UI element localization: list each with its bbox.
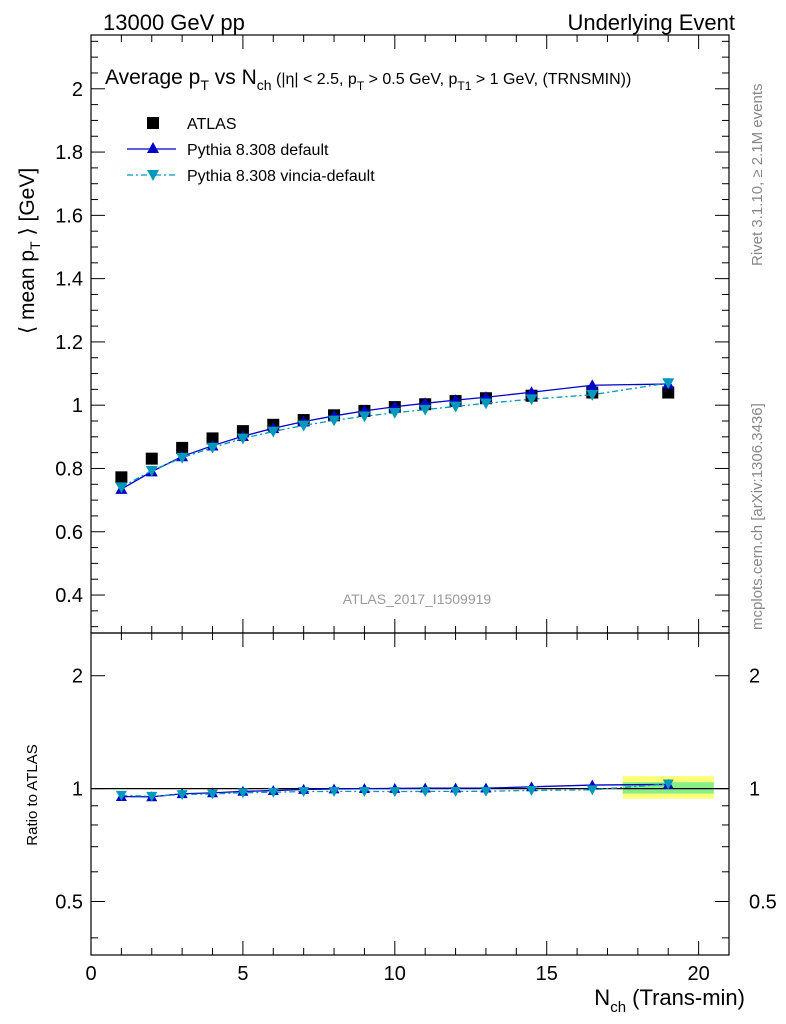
ratio-y-tick-label-left: 1 [72,779,83,801]
ratio-y-tick-label-left: 2 [72,666,83,688]
mcplots-label: mcplots.cern.ch [arXiv:1306.3436] [749,403,766,630]
ratio-vincia-point [586,785,598,796]
pythia-vincia-point [388,407,401,419]
chart-title: Average pT vs Nch (|η| < 2.5, pT > 0.5 G… [105,66,631,93]
pythia-vincia-point [358,411,371,423]
main-axis-ticks [90,35,730,633]
pythia-vincia-point [525,394,538,406]
ratio-x-tick-label: 0 [85,963,96,985]
ratio-x-tick-label: 5 [237,963,248,985]
main-y-tick-labels: 0.4 0.6 0.8 1 1.2 1.4 1.6 1.8 2 [55,79,83,607]
ratio-y-tick-labels: 0.5 0.5 1 1 2 2 [55,666,777,914]
ratio-panel: 0.5 0.5 1 1 2 2 0 5 10 15 20 Ratio to ATLAS Nch (… [24,632,777,1016]
legend: ATLAS Pythia 8.308 default Pythia 8.308 … [127,116,375,185]
ratio-vincia-point [115,790,127,801]
pythia-vincia-point [236,433,249,445]
pythia-vincia-point [206,442,219,454]
main-y-tick-label: 2 [72,79,83,101]
pythia-vincia-point [479,398,492,410]
ratio-default-line [121,783,669,798]
ratio-vincia-point [389,787,401,798]
main-panel: 0.4 0.6 0.8 1 1.2 1.4 1.6 1.8 2 ATLAS_2017_I1509… [16,34,730,634]
main-y-tick-label: 1.4 [55,269,83,291]
ratio-vincia-point [237,788,249,799]
main-y-axis-title: ⟨ mean pT ⟩ [GeV] [16,168,43,334]
legend-default-marker [147,142,159,153]
pythia-vincia-point [297,420,310,432]
ratio-vincia-point [298,787,310,798]
pythia-vincia-point [176,452,189,464]
legend-vincia-marker [147,170,159,181]
ratio-vincia-point [207,789,219,800]
pythia-default-point [586,379,599,391]
x-axis-title: Nch (Trans-min) [594,985,745,1016]
ratio-vincia-line [121,783,669,797]
ratio-x-tick-label: 15 [536,963,558,985]
main-data-marks [115,377,675,494]
main-y-tick-label: 0.4 [55,585,83,607]
pythia-vincia-point [267,426,280,438]
header-right: Underlying Event [567,10,735,35]
ratio-x-tick-label: 20 [687,963,709,985]
ratio-vincia-point [419,787,431,797]
pythia-vincia-point [115,482,128,494]
atlas-point [662,386,675,399]
atlas-point [176,441,189,454]
legend-vincia-label: Pythia 8.308 vincia-default [187,168,375,185]
ratio-vincia-point [146,791,158,802]
atlas-point [115,471,128,484]
ratio-vincia-point [450,787,462,797]
ratio-y-tick-label-left: 0.5 [55,891,83,913]
ratio-y-axis-title: Ratio to ATLAS [24,744,41,845]
pythia-vincia-point [419,404,432,416]
legend-atlas-marker [147,117,159,129]
pythia-default-point [525,386,538,398]
legend-default-label: Pythia 8.308 default [187,142,329,159]
analysis-watermark: ATLAS_2017_I1509919 [343,591,492,607]
ratio-y-tick-label-right: 0.5 [749,891,777,913]
pythia-vincia-point [145,465,158,477]
pythia-vincia-point [586,389,599,401]
pythia-vincia-line [121,382,669,488]
main-y-tick-label: 1 [72,395,83,417]
pythia-vincia-point [449,401,462,413]
ratio-vincia-point [328,787,340,797]
ratio-vincia-point [480,786,492,797]
ratio-vincia-point [176,790,188,801]
pythia-vincia-point [662,378,675,390]
ratio-y-tick-label-right: 2 [749,666,760,688]
atlas-point [145,452,158,465]
ratio-frame [90,632,730,956]
main-y-tick-label: 1.6 [55,205,83,227]
main-y-tick-label: 1.8 [55,142,83,164]
ratio-vincia-point [662,779,674,790]
ratio-axis-ticks [90,633,730,955]
rivet-label: Rivet 3.1.10, ≥ 2.1M events [749,84,766,267]
ratio-x-tick-labels: 0 5 10 15 20 [85,963,709,985]
ratio-data-marks [91,778,729,802]
pythia-vincia-point [328,415,341,427]
legend-atlas-label: ATLAS [187,116,237,133]
atlas-point [206,432,219,445]
header-left: 13000 GeV pp [103,10,245,35]
ratio-y-tick-label-right: 1 [749,779,760,801]
pythia-default-line [121,383,669,490]
main-y-tick-label: 0.8 [55,458,83,480]
main-y-tick-label: 1.2 [55,332,83,354]
main-y-tick-label: 0.6 [55,522,83,544]
ratio-vincia-point [526,786,538,796]
ratio-vincia-point [358,787,370,797]
ratio-x-tick-label: 10 [384,963,406,985]
ratio-vincia-point [267,787,279,798]
